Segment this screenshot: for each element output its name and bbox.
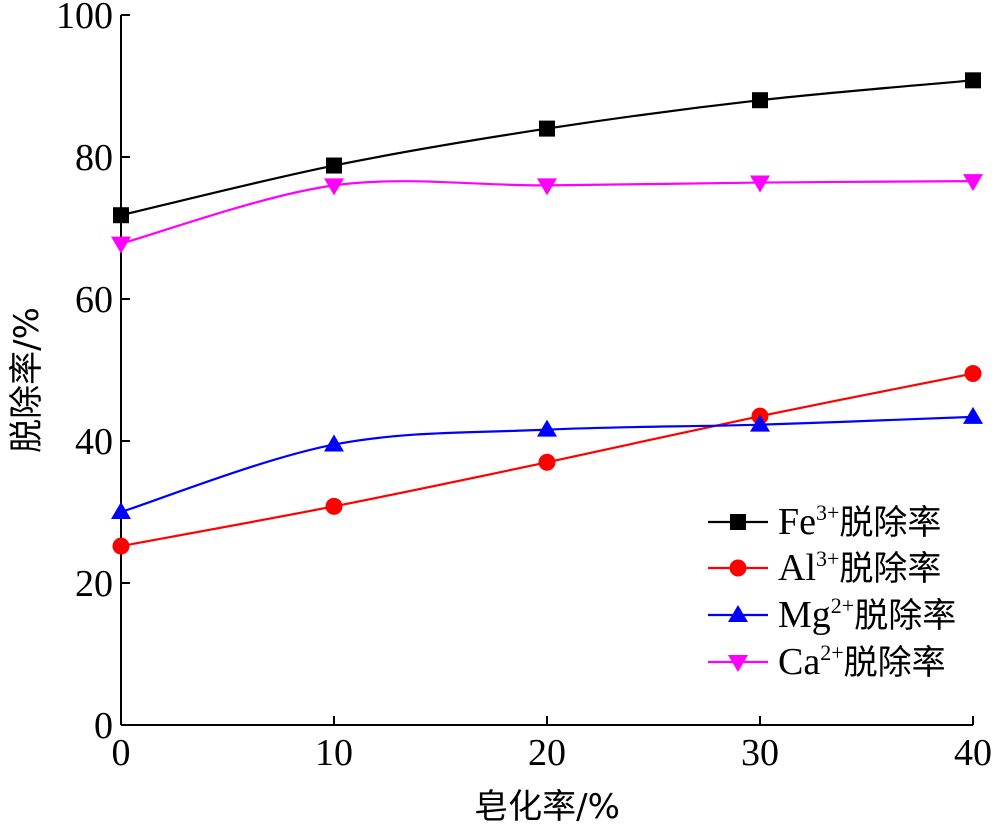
data-point <box>538 453 556 471</box>
axes: 0 20 40 60 80 100 0 10 20 30 40 <box>56 0 992 774</box>
data-point <box>537 178 557 196</box>
x-tick-label: 20 <box>528 732 566 774</box>
legend-item-fe: Fe3+脱除率 <box>708 500 941 543</box>
data-point <box>963 174 983 192</box>
series-fe <box>113 72 981 224</box>
series-ca <box>111 174 983 254</box>
legend-marker <box>728 605 748 622</box>
data-point <box>750 175 770 193</box>
legend-marker <box>730 514 746 530</box>
data-point <box>539 120 555 137</box>
legend-item-mg: Mg2+脱除率 <box>708 593 956 636</box>
legend-item-ca: Ca2+脱除率 <box>708 640 946 683</box>
series-mg <box>111 406 983 519</box>
x-tick-label: 40 <box>954 732 992 774</box>
x-tick-label: 10 <box>315 732 353 774</box>
x-tick-label: 0 <box>112 732 131 774</box>
data-point <box>965 72 981 89</box>
x-tick-label: 30 <box>741 732 779 774</box>
y-tick-label: 40 <box>75 421 113 463</box>
legend-label: Al3+脱除率 <box>778 546 941 589</box>
data-point <box>963 406 983 424</box>
y-tick-label: 80 <box>75 137 113 179</box>
data-point <box>750 414 770 432</box>
series-layer <box>111 72 983 555</box>
legend-label: Ca2+脱除率 <box>778 640 946 683</box>
x-axis-title: 皂化率/% <box>474 787 620 827</box>
y-axis-title: 脱除率/% <box>7 307 47 453</box>
y-tick-label: 100 <box>56 0 113 37</box>
legend-marker <box>728 655 748 672</box>
data-point <box>537 419 557 437</box>
data-point <box>325 497 343 515</box>
legend-label: Mg2+脱除率 <box>778 593 956 636</box>
data-point <box>964 365 982 383</box>
data-point <box>113 207 129 224</box>
data-point <box>326 157 342 174</box>
data-point <box>752 92 768 109</box>
legend-item-al: Al3+脱除率 <box>708 546 941 589</box>
legend-marker <box>729 559 747 577</box>
data-point <box>324 434 344 452</box>
data-point <box>111 236 131 254</box>
data-point <box>111 502 131 519</box>
data-point <box>112 537 130 555</box>
y-tick-label: 20 <box>75 563 113 605</box>
y-tick-label: 0 <box>94 705 113 747</box>
data-point <box>324 178 344 196</box>
y-tick-label: 60 <box>75 279 113 321</box>
legend-label: Fe3+脱除率 <box>778 500 941 543</box>
